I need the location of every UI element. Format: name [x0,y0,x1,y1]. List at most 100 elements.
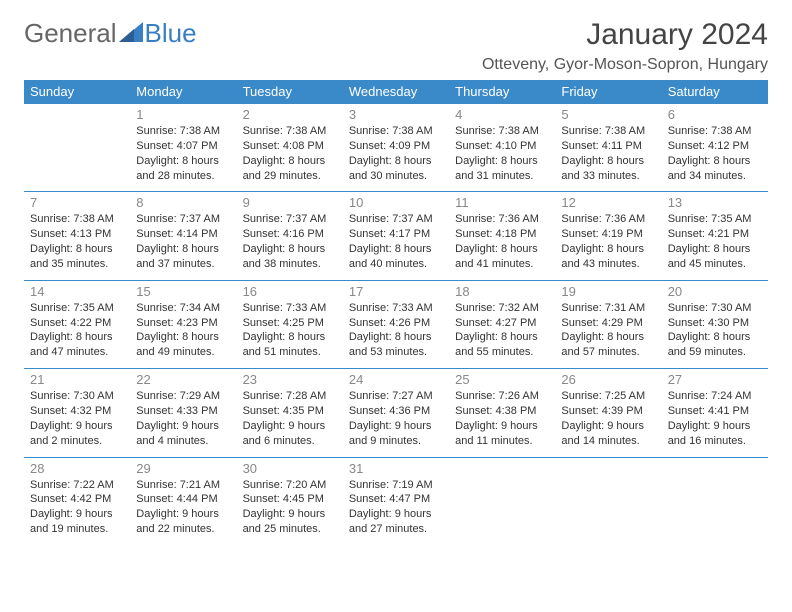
day-number: 14 [30,284,124,299]
day-number: 9 [243,195,337,210]
calendar-day-cell: 13 Sunrise: 7:35 AMSunset: 4:21 PMDayligh… [662,192,768,280]
calendar-day-cell: 25 Sunrise: 7:26 AMSunset: 4:38 PMDayligh… [449,369,555,457]
day-info: Sunrise: 7:33 AMSunset: 4:25 PMDaylight:… [243,301,337,360]
weekday-header: Friday [555,80,661,104]
day-number: 28 [30,461,124,476]
calendar-body: 1 Sunrise: 7:38 AMSunset: 4:07 PMDaylight… [24,104,768,545]
calendar-day-cell: 1 Sunrise: 7:38 AMSunset: 4:07 PMDaylight… [130,104,236,192]
day-number: 15 [136,284,230,299]
day-number: 22 [136,372,230,387]
day-number: 20 [668,284,762,299]
calendar-day-cell [555,457,661,545]
logo-triangle-icon [119,18,143,49]
calendar-day-cell [449,457,555,545]
calendar-week-row: 14Sunrise: 7:35 AMSunset: 4:22 PMDayligh… [24,280,768,368]
calendar-day-cell: 28 Sunrise: 7:22 AMSunset: 4:42 PMDayligh… [24,457,130,545]
day-number: 26 [561,372,655,387]
day-info: Sunrise: 7:38 AMSunset: 4:09 PMDaylight:… [349,124,443,183]
day-info: Sunrise: 7:37 AMSunset: 4:14 PMDaylight:… [136,212,230,271]
calendar-day-cell [24,104,130,192]
day-info: Sunrise: 7:38 AMSunset: 4:10 PMDaylight:… [455,124,549,183]
calendar-day-cell: 6Sunrise: 7:38 AMSunset: 4:12 PMDaylight… [662,104,768,192]
calendar-day-cell: 7 Sunrise: 7:38 AMSunset: 4:13 PMDaylight… [24,192,130,280]
weekday-header: Monday [130,80,236,104]
day-info: Sunrise: 7:26 AMSunset: 4:38 PMDaylight:… [455,389,549,448]
calendar-day-cell: 12 Sunrise: 7:36 AMSunset: 4:19 PMDayligh… [555,192,661,280]
day-number: 16 [243,284,337,299]
calendar-day-cell: 15 Sunrise: 7:34 AMSunset: 4:23 PMDayligh… [130,280,236,368]
day-number: 3 [349,107,443,122]
weekday-header: Tuesday [237,80,343,104]
day-number: 30 [243,461,337,476]
day-info: Sunrise: 7:37 AMSunset: 4:17 PMDaylight:… [349,212,443,271]
calendar-day-cell: 2 Sunrise: 7:38 AMSunset: 4:08 PMDaylight… [237,104,343,192]
calendar-day-cell: 4Sunrise: 7:38 AMSunset: 4:10 PMDaylight… [449,104,555,192]
day-info: Sunrise: 7:27 AMSunset: 4:36 PMDaylight:… [349,389,443,448]
calendar-day-cell: 31Sunrise: 7:19 AMSunset: 4:47 PMDayligh… [343,457,449,545]
day-info: Sunrise: 7:38 AMSunset: 4:08 PMDaylight:… [243,124,337,183]
day-info: Sunrise: 7:34 AMSunset: 4:23 PMDaylight:… [136,301,230,360]
day-number: 10 [349,195,443,210]
day-number: 17 [349,284,443,299]
day-info: Sunrise: 7:25 AMSunset: 4:39 PMDaylight:… [561,389,655,448]
day-info: Sunrise: 7:38 AMSunset: 4:07 PMDaylight:… [136,124,230,183]
logo-text-blue: Blue [145,18,197,49]
logo-text-general: General [24,18,117,49]
day-number: 5 [561,107,655,122]
day-number: 25 [455,372,549,387]
day-info: Sunrise: 7:21 AMSunset: 4:44 PMDaylight:… [136,478,230,537]
weekday-header: Thursday [449,80,555,104]
day-number: 24 [349,372,443,387]
day-info: Sunrise: 7:31 AMSunset: 4:29 PMDaylight:… [561,301,655,360]
calendar-day-cell: 24 Sunrise: 7:27 AMSunset: 4:36 PMDayligh… [343,369,449,457]
day-info: Sunrise: 7:35 AMSunset: 4:21 PMDaylight:… [668,212,762,271]
day-number: 8 [136,195,230,210]
calendar-week-row: 21 Sunrise: 7:30 AMSunset: 4:32 PMDayligh… [24,369,768,457]
day-number: 13 [668,195,762,210]
page-title: January 2024 [482,18,768,52]
calendar-day-cell: 16 Sunrise: 7:33 AMSunset: 4:25 PMDayligh… [237,280,343,368]
calendar-day-cell: 18 Sunrise: 7:32 AMSunset: 4:27 PMDayligh… [449,280,555,368]
day-info: Sunrise: 7:24 AMSunset: 4:41 PMDaylight:… [668,389,762,448]
location-subtitle: Otteveny, Gyor-Moson-Sopron, Hungary [482,56,768,74]
day-info: Sunrise: 7:32 AMSunset: 4:27 PMDaylight:… [455,301,549,360]
day-number: 21 [30,372,124,387]
logo: General Blue [24,18,197,49]
day-info: Sunrise: 7:36 AMSunset: 4:18 PMDaylight:… [455,212,549,271]
day-info: Sunrise: 7:22 AMSunset: 4:42 PMDaylight:… [30,478,124,537]
calendar-day-cell [662,457,768,545]
day-number: 18 [455,284,549,299]
calendar-day-cell: 26 Sunrise: 7:25 AMSunset: 4:39 PMDayligh… [555,369,661,457]
day-number: 29 [136,461,230,476]
calendar-day-cell: 17Sunrise: 7:33 AMSunset: 4:26 PMDayligh… [343,280,449,368]
calendar-day-cell: 22 Sunrise: 7:29 AMSunset: 4:33 PMDayligh… [130,369,236,457]
day-info: Sunrise: 7:38 AMSunset: 4:13 PMDaylight:… [30,212,124,271]
weekday-header: Sunday [24,80,130,104]
day-info: Sunrise: 7:28 AMSunset: 4:35 PMDaylight:… [243,389,337,448]
calendar-day-cell: 14Sunrise: 7:35 AMSunset: 4:22 PMDayligh… [24,280,130,368]
calendar-table: Sunday Monday Tuesday Wednesday Thursday… [24,80,768,545]
day-number: 7 [30,195,124,210]
day-number: 2 [243,107,337,122]
weekday-header-row: Sunday Monday Tuesday Wednesday Thursday… [24,80,768,104]
day-info: Sunrise: 7:37 AMSunset: 4:16 PMDaylight:… [243,212,337,271]
calendar-week-row: 7 Sunrise: 7:38 AMSunset: 4:13 PMDaylight… [24,192,768,280]
day-info: Sunrise: 7:19 AMSunset: 4:47 PMDaylight:… [349,478,443,537]
weekday-header: Saturday [662,80,768,104]
day-info: Sunrise: 7:38 AMSunset: 4:11 PMDaylight:… [561,124,655,183]
day-info: Sunrise: 7:20 AMSunset: 4:45 PMDaylight:… [243,478,337,537]
day-number: 27 [668,372,762,387]
calendar-day-cell: 23Sunrise: 7:28 AMSunset: 4:35 PMDayligh… [237,369,343,457]
calendar-day-cell: 8 Sunrise: 7:37 AMSunset: 4:14 PMDaylight… [130,192,236,280]
title-block: January 2024 Otteveny, Gyor-Moson-Sopron… [482,18,768,74]
day-info: Sunrise: 7:36 AMSunset: 4:19 PMDaylight:… [561,212,655,271]
weekday-header: Wednesday [343,80,449,104]
calendar-day-cell: 27 Sunrise: 7:24 AMSunset: 4:41 PMDayligh… [662,369,768,457]
day-number: 19 [561,284,655,299]
day-info: Sunrise: 7:29 AMSunset: 4:33 PMDaylight:… [136,389,230,448]
calendar-day-cell: 9 Sunrise: 7:37 AMSunset: 4:16 PMDaylight… [237,192,343,280]
day-number: 12 [561,195,655,210]
day-info: Sunrise: 7:30 AMSunset: 4:32 PMDaylight:… [30,389,124,448]
day-number: 1 [136,107,230,122]
header: General Blue January 2024 Otteveny, Gyor… [24,18,768,74]
